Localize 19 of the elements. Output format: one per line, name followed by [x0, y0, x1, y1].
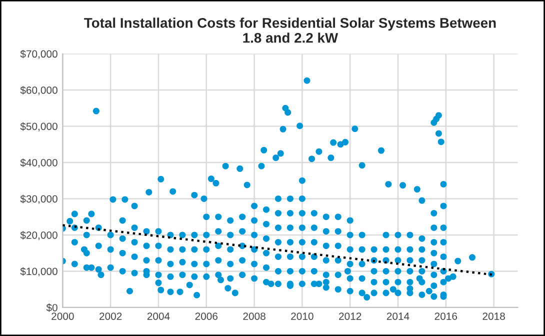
x-tick-label: 2016 — [434, 312, 458, 320]
x-tick-label: 2008 — [243, 312, 266, 320]
x-tick-label: 2018 — [482, 312, 505, 320]
y-tick-label: $10,000 — [20, 267, 58, 276]
y-tick-label: $20,000 — [20, 231, 58, 240]
y-tick-label: $60,000 — [20, 86, 58, 96]
y-tick-label: $50,000 — [20, 122, 58, 132]
x-tick-label: 2000 — [52, 312, 74, 320]
x-tick-label: 2006 — [195, 312, 218, 320]
x-tick-label: 2014 — [386, 312, 410, 320]
y-tick-label: $70,000 — [20, 50, 58, 59]
y-tick-label: $30,000 — [20, 194, 58, 204]
chart-title: Total Installation Costs for Residential Solar Systems Between 1.8 and 2.2 kW — [84, 18, 496, 43]
y-tick-label: $40,000 — [20, 158, 58, 168]
x-tick-label: 2004 — [147, 312, 170, 320]
x-tick-label: 2010 — [291, 312, 314, 320]
x-tick-label: 2002 — [100, 312, 122, 320]
x-tick-label: 2012 — [339, 312, 362, 320]
y-tick-label: $0 — [46, 304, 58, 312]
